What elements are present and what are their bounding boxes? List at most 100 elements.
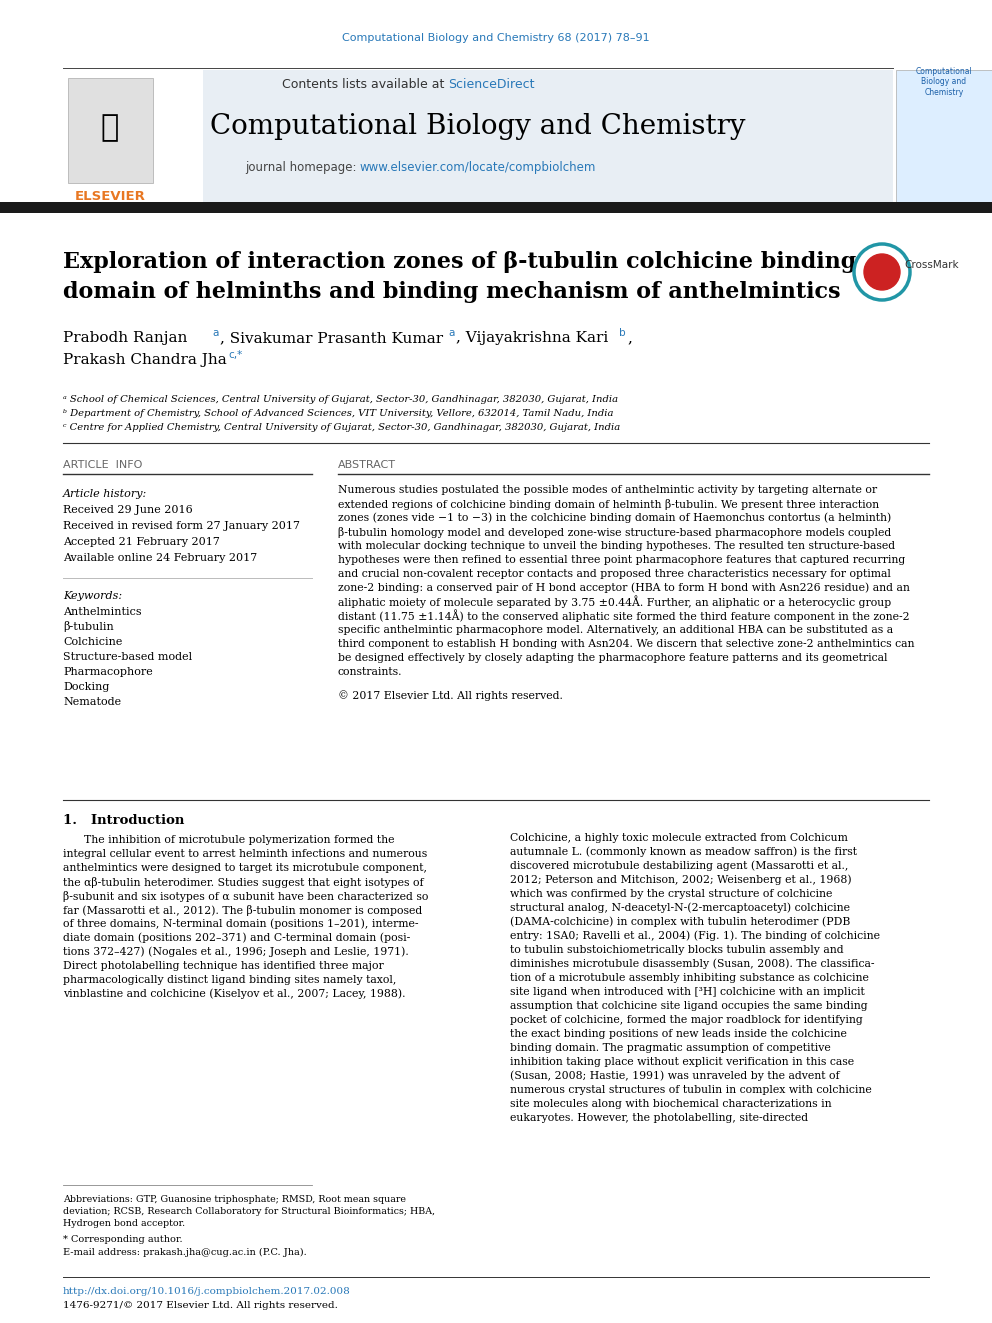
Text: with molecular docking technique to unveil the binding hypotheses. The resulted : with molecular docking technique to unve… (338, 541, 895, 550)
Text: aliphatic moiety of molecule separated by 3.75 ±0.44Å. Further, an aliphatic or : aliphatic moiety of molecule separated b… (338, 595, 891, 609)
Bar (63, 70, 893, 205)
Circle shape (864, 254, 900, 290)
Text: Computational Biology and Chemistry 68 (2017) 78–91: Computational Biology and Chemistry 68 (… (342, 33, 650, 44)
Text: a: a (212, 328, 218, 337)
Text: distant (11.75 ±1.14Å) to the conserved aliphatic site formed the third feature : distant (11.75 ±1.14Å) to the conserved … (338, 610, 910, 622)
Text: pharmacologically distinct ligand binding sites namely taxol,: pharmacologically distinct ligand bindin… (63, 975, 397, 986)
Text: 1476-9271/© 2017 Elsevier Ltd. All rights reserved.: 1476-9271/© 2017 Elsevier Ltd. All right… (63, 1302, 338, 1311)
Text: ELSEVIER: ELSEVIER (74, 191, 146, 204)
Text: entry: 1SA0; Ravelli et al., 2004) (Fig. 1). The binding of colchicine: entry: 1SA0; Ravelli et al., 2004) (Fig.… (510, 930, 880, 941)
Text: Prabodh Ranjan: Prabodh Ranjan (63, 331, 187, 345)
Text: Keywords:: Keywords: (63, 591, 122, 601)
Text: extended regions of colchicine binding domain of helminth β-tubulin. We present : extended regions of colchicine binding d… (338, 499, 879, 509)
Text: ABSTRACT: ABSTRACT (338, 460, 396, 470)
Text: © 2017 Elsevier Ltd. All rights reserved.: © 2017 Elsevier Ltd. All rights reserved… (338, 691, 562, 701)
Text: β-tubulin homology model and developed zone-wise structure-based pharmacophore m: β-tubulin homology model and developed z… (338, 527, 891, 537)
Bar (63, 70, 203, 205)
Text: Pharmacophore: Pharmacophore (63, 667, 153, 677)
Text: Hydrogen bond acceptor.: Hydrogen bond acceptor. (63, 1220, 186, 1229)
Text: a: a (448, 328, 454, 337)
Text: Anthelmintics: Anthelmintics (63, 607, 142, 617)
Text: numerous crystal structures of tubulin in complex with colchicine: numerous crystal structures of tubulin i… (510, 1085, 872, 1095)
Bar (896, 70, 992, 205)
Bar (68, 78, 153, 183)
Text: 🌳: 🌳 (101, 114, 119, 143)
Text: constraints.: constraints. (338, 667, 403, 677)
Text: zones (zones vide −1 to −3) in the colchicine binding domain of Haemonchus conto: zones (zones vide −1 to −3) in the colch… (338, 513, 891, 524)
Text: Direct photolabelling technique has identified three major: Direct photolabelling technique has iden… (63, 960, 384, 971)
Text: diminishes microtubule disassembly (Susan, 2008). The classifica-: diminishes microtubule disassembly (Susa… (510, 959, 875, 970)
Text: site molecules along with biochemical characterizations in: site molecules along with biochemical ch… (510, 1099, 831, 1109)
Text: discovered microtubule destabilizing agent (Massarotti et al.,: discovered microtubule destabilizing age… (510, 861, 848, 872)
Text: b: b (619, 328, 626, 337)
Text: (DAMA-colchicine) in complex with tubulin heterodimer (PDB: (DAMA-colchicine) in complex with tubuli… (510, 917, 850, 927)
Text: pocket of colchicine, formed the major roadblock for identifying: pocket of colchicine, formed the major r… (510, 1015, 863, 1025)
Text: Received 29 June 2016: Received 29 June 2016 (63, 505, 192, 515)
Text: and crucial non-covalent receptor contacts and proposed three characteristics ne: and crucial non-covalent receptor contac… (338, 569, 891, 579)
Text: Prakash Chandra Jha: Prakash Chandra Jha (63, 353, 227, 366)
Text: Article history:: Article history: (63, 490, 147, 499)
Text: anthelmintics were designed to target its microtubule component,: anthelmintics were designed to target it… (63, 863, 427, 873)
Text: 2012; Peterson and Mitchison, 2002; Weisenberg et al., 1968): 2012; Peterson and Mitchison, 2002; Weis… (510, 875, 851, 885)
Text: binding domain. The pragmatic assumption of competitive: binding domain. The pragmatic assumption… (510, 1043, 830, 1053)
Text: Accepted 21 February 2017: Accepted 21 February 2017 (63, 537, 220, 546)
Text: zone-2 binding: a conserved pair of H bond acceptor (HBA to form H bond with Asn: zone-2 binding: a conserved pair of H bo… (338, 582, 910, 593)
Text: Contents lists available at: Contents lists available at (282, 78, 448, 90)
Text: journal homepage:: journal homepage: (245, 161, 360, 175)
Text: integral cellular event to arrest helminth infections and numerous: integral cellular event to arrest helmin… (63, 849, 428, 859)
Text: domain of helminths and binding mechanism of anthelmintics: domain of helminths and binding mechanis… (63, 280, 840, 303)
Text: Numerous studies postulated the possible modes of anthelmintic activity by targe: Numerous studies postulated the possible… (338, 486, 877, 495)
Text: Available online 24 February 2017: Available online 24 February 2017 (63, 553, 257, 564)
Text: β-tubulin: β-tubulin (63, 622, 114, 632)
Text: Exploration of interaction zones of β-tubulin colchicine binding: Exploration of interaction zones of β-tu… (63, 251, 856, 273)
Text: which was confirmed by the crystal structure of colchicine: which was confirmed by the crystal struc… (510, 889, 832, 900)
Text: the exact binding positions of new leads inside the colchicine: the exact binding positions of new leads… (510, 1029, 847, 1039)
Text: of three domains, N-terminal domain (positions 1–201), interme-: of three domains, N-terminal domain (pos… (63, 918, 419, 929)
Text: diate domain (positions 202–371) and C-terminal domain (posi-: diate domain (positions 202–371) and C-t… (63, 933, 411, 943)
Text: ᶜ Centre for Applied Chemistry, Central University of Gujarat, Sector-30, Gandhi: ᶜ Centre for Applied Chemistry, Central … (63, 423, 620, 433)
Text: Computational Biology and Chemistry: Computational Biology and Chemistry (210, 114, 746, 140)
Text: Abbreviations: GTP, Guanosine triphosphate; RMSD, Root mean square: Abbreviations: GTP, Guanosine triphospha… (63, 1196, 406, 1204)
Text: tions 372–427) (Nogales et al., 1996; Joseph and Leslie, 1971).: tions 372–427) (Nogales et al., 1996; Jo… (63, 947, 409, 958)
Text: inhibition taking place without explicit verification in this case: inhibition taking place without explicit… (510, 1057, 854, 1068)
Text: be designed effectively by closely adapting the pharmacophore feature patterns a: be designed effectively by closely adapt… (338, 654, 888, 663)
Text: Received in revised form 27 January 2017: Received in revised form 27 January 2017 (63, 521, 300, 531)
Text: c,*: c,* (228, 351, 242, 360)
Text: ScienceDirect: ScienceDirect (448, 78, 535, 90)
Text: deviation; RCSB, Research Collaboratory for Structural Bioinformatics; HBA,: deviation; RCSB, Research Collaboratory … (63, 1208, 435, 1217)
Text: Colchicine, a highly toxic molecule extracted from Colchicum: Colchicine, a highly toxic molecule extr… (510, 833, 848, 843)
Text: hypotheses were then refined to essential three point pharmacophore features tha: hypotheses were then refined to essentia… (338, 556, 906, 565)
Text: , Sivakumar Prasanth Kumar: , Sivakumar Prasanth Kumar (220, 331, 443, 345)
Text: ᵇ Department of Chemistry, School of Advanced Sciences, VIT University, Vellore,: ᵇ Department of Chemistry, School of Adv… (63, 410, 613, 418)
Text: www.elsevier.com/locate/compbiolchem: www.elsevier.com/locate/compbiolchem (360, 161, 596, 175)
Text: vinblastine and colchicine (Kiselyov et al., 2007; Lacey, 1988).: vinblastine and colchicine (Kiselyov et … (63, 988, 406, 999)
Text: 1.   Introduction: 1. Introduction (63, 814, 185, 827)
Text: to tubulin substoichiometrically blocks tubulin assembly and: to tubulin substoichiometrically blocks … (510, 945, 843, 955)
Text: Computational
Biology and
Chemistry: Computational Biology and Chemistry (916, 67, 972, 97)
Text: E-mail address: prakash.jha@cug.ac.in (P.C. Jha).: E-mail address: prakash.jha@cug.ac.in (P… (63, 1248, 307, 1257)
Text: Structure-based model: Structure-based model (63, 652, 192, 662)
Text: specific anthelmintic pharmacophore model. Alternatively, an additional HBA can : specific anthelmintic pharmacophore mode… (338, 624, 893, 635)
Text: CrossMark: CrossMark (904, 261, 958, 270)
Text: the αβ-tubulin heterodimer. Studies suggest that eight isotypes of: the αβ-tubulin heterodimer. Studies sugg… (63, 877, 424, 888)
Text: The inhibition of microtubule polymerization formed the: The inhibition of microtubule polymeriza… (63, 835, 395, 845)
Text: http://dx.doi.org/10.1016/j.compbiolchem.2017.02.008: http://dx.doi.org/10.1016/j.compbiolchem… (63, 1286, 351, 1295)
Text: (Susan, 2008; Hastie, 1991) was unraveled by the advent of: (Susan, 2008; Hastie, 1991) was unravele… (510, 1070, 839, 1081)
Bar (840, 230, 920, 310)
Text: ᵃ School of Chemical Sciences, Central University of Gujarat, Sector-30, Gandhin: ᵃ School of Chemical Sciences, Central U… (63, 396, 618, 405)
Bar (0, 202, 992, 213)
Text: Docking: Docking (63, 681, 109, 692)
Text: ARTICLE  INFO: ARTICLE INFO (63, 460, 143, 470)
Text: Nematode: Nematode (63, 697, 121, 706)
Text: tion of a microtubule assembly inhibiting substance as colchicine: tion of a microtubule assembly inhibitin… (510, 972, 869, 983)
Text: * Corresponding author.: * Corresponding author. (63, 1236, 183, 1245)
Text: structural analog, N-deacetyl-N-(2-mercaptoacetyl) colchicine: structural analog, N-deacetyl-N-(2-merca… (510, 902, 850, 913)
Text: far (Massarotti et al., 2012). The β-tubulin monomer is composed: far (Massarotti et al., 2012). The β-tub… (63, 905, 423, 916)
Text: site ligand when introduced with [³H] colchicine with an implicit: site ligand when introduced with [³H] co… (510, 987, 865, 998)
Text: autumnale L. (commonly known as meadow saffron) is the first: autumnale L. (commonly known as meadow s… (510, 847, 857, 857)
Text: , Vijayakrishna Kari: , Vijayakrishna Kari (456, 331, 608, 345)
Text: ,: , (627, 331, 632, 345)
Text: third component to establish H bonding with Asn204. We discern that selective zo: third component to establish H bonding w… (338, 639, 915, 650)
Text: assumption that colchicine site ligand occupies the same binding: assumption that colchicine site ligand o… (510, 1002, 868, 1011)
Text: β-subunit and six isotypes of α subunit have been characterized so: β-subunit and six isotypes of α subunit … (63, 890, 429, 901)
